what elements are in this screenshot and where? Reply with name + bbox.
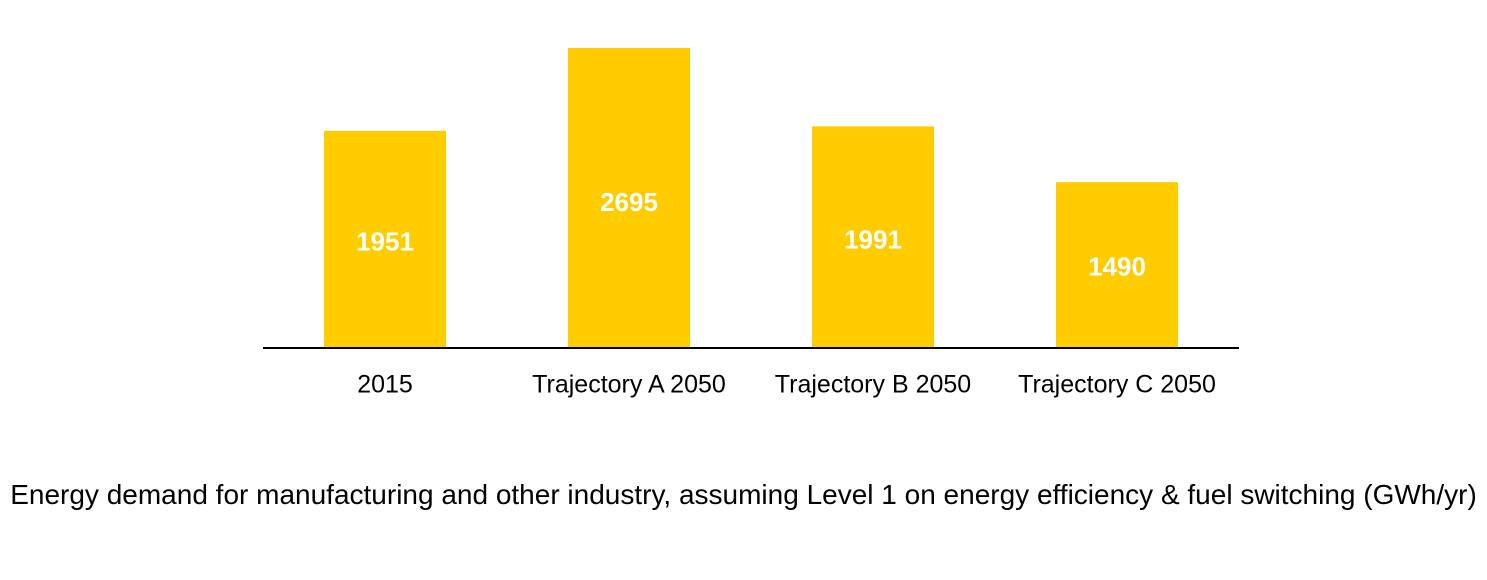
x-tick-label-1: Trajectory A 2050 (532, 371, 726, 399)
bar-value-label-0: 1951 (356, 227, 414, 257)
bar-3 (1056, 182, 1178, 348)
bars-layer (324, 48, 1178, 349)
bar-value-label-2: 1991 (844, 224, 902, 254)
bar-value-label-1: 2695 (600, 187, 658, 217)
tick-labels-layer: 2015 Trajectory A 2050 Trajectory B 2050 Tr… (357, 371, 1216, 399)
bar-0 (324, 130, 446, 348)
x-tick-label-2: Trajectory B 2050 (775, 371, 971, 399)
bar-chart: 1951 2695 1991 1490 2015 Trajectory A 2050 Tr… (263, 48, 1239, 399)
bar-value-label-3: 1490 (1088, 251, 1146, 281)
chart-caption: Energy demand for manufacturing and othe… (10, 479, 1477, 510)
x-tick-label-0: 2015 (357, 371, 413, 399)
value-labels-layer: 1951 2695 1991 1490 (356, 187, 1146, 281)
x-tick-label-3: Trajectory C 2050 (1018, 371, 1216, 399)
bar-1 (568, 48, 690, 348)
bar-2 (812, 126, 934, 349)
